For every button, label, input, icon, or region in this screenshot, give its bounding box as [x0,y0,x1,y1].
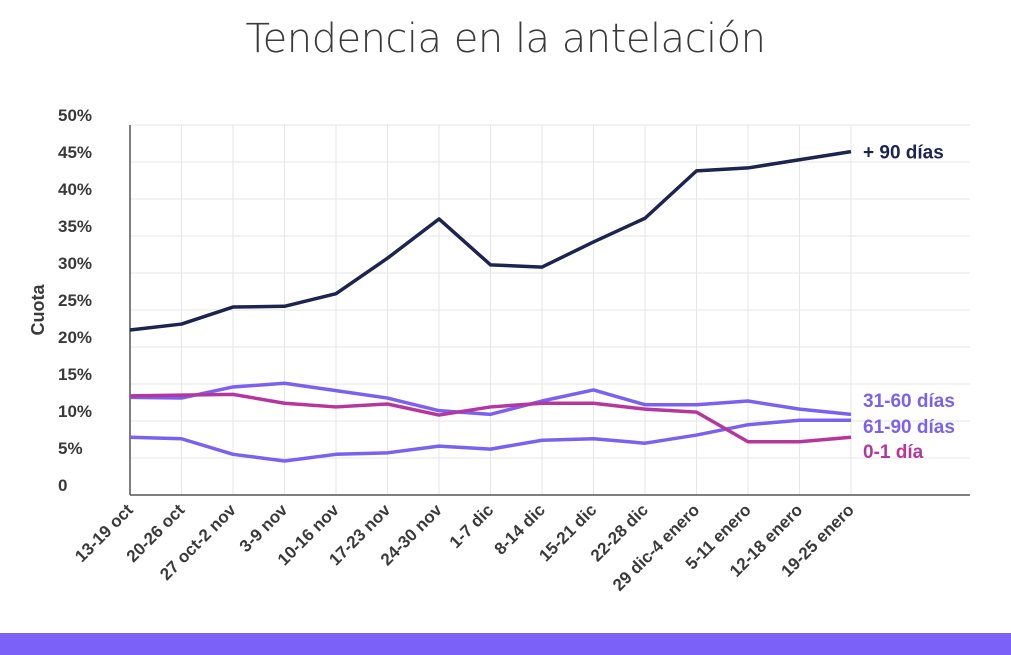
y-tick-label: 0 [58,476,67,495]
y-tick-label: 45% [58,143,92,162]
y-tick-label: 30% [58,254,92,273]
chart-title: Tendencia en la antelación [245,16,766,62]
y-tick-label: 20% [58,328,92,347]
series-label: 61-90 días [863,417,955,438]
y-tick-label: 10% [58,402,92,421]
bottom-bar [0,633,1011,655]
y-tick-label: 50% [58,106,92,125]
y-tick-label: 40% [58,180,92,199]
y-tick-label: 35% [58,217,92,236]
y-tick-label: 25% [58,291,92,310]
y-tick-label: 5% [58,439,83,458]
series-label: + 90 días [863,143,944,164]
x-tick-label: 1-7 dic [446,500,498,552]
series-label: 0-1 día [863,442,924,463]
series-label: 31-60 días [863,391,955,412]
line-chart: 05%10%15%20%25%30%35%40%45%50%13-19 oct2… [28,106,970,595]
y-tick-label: 15% [58,365,92,384]
y-axis-label: Cuota [28,284,48,336]
